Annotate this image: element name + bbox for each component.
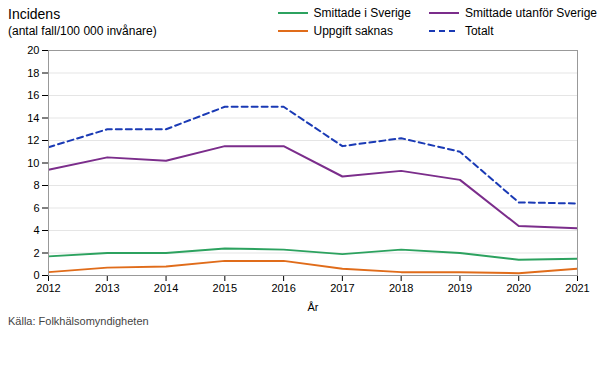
svg-text:0: 0: [33, 269, 39, 281]
svg-text:2020: 2020: [506, 282, 530, 294]
svg-text:2016: 2016: [271, 282, 295, 294]
svg-text:2013: 2013: [95, 282, 119, 294]
svg-text:20: 20: [27, 44, 39, 56]
svg-text:2: 2: [33, 247, 39, 259]
svg-text:6: 6: [33, 202, 39, 214]
html-text:Totalt: Totalt: [464, 24, 494, 38]
html-text:Smittade utanför Sverige: Smittade utanför Sverige: [464, 6, 597, 20]
svg-text:2019: 2019: [448, 282, 472, 294]
svg-text:2014: 2014: [154, 282, 178, 294]
svg-text:10: 10: [27, 157, 39, 169]
svg-text:2012: 2012: [36, 282, 60, 294]
svg-text:12: 12: [27, 134, 39, 146]
svg-text:16: 16: [27, 89, 39, 101]
svg-text:2018: 2018: [389, 282, 413, 294]
html-text:Smittade i Sverige: Smittade i Sverige: [313, 6, 411, 20]
svg-text:2021: 2021: [565, 282, 589, 294]
html-text:Källa: Folkhälsomyndigheten: Källa: Folkhälsomyndigheten: [8, 315, 149, 327]
svg-text:14: 14: [27, 112, 39, 124]
html-text:Incidens: Incidens: [8, 6, 61, 22]
svg-text:8: 8: [33, 179, 39, 191]
html-text:Uppgift saknas: Uppgift saknas: [313, 24, 393, 38]
svg-text:4: 4: [33, 224, 39, 236]
svg-text:18: 18: [27, 67, 39, 79]
svg-text:År: År: [308, 301, 319, 313]
svg-text:2015: 2015: [213, 282, 237, 294]
html-text:(antal fall/100 000 invånare): (antal fall/100 000 invånare): [8, 24, 157, 38]
svg-text:2017: 2017: [330, 282, 354, 294]
